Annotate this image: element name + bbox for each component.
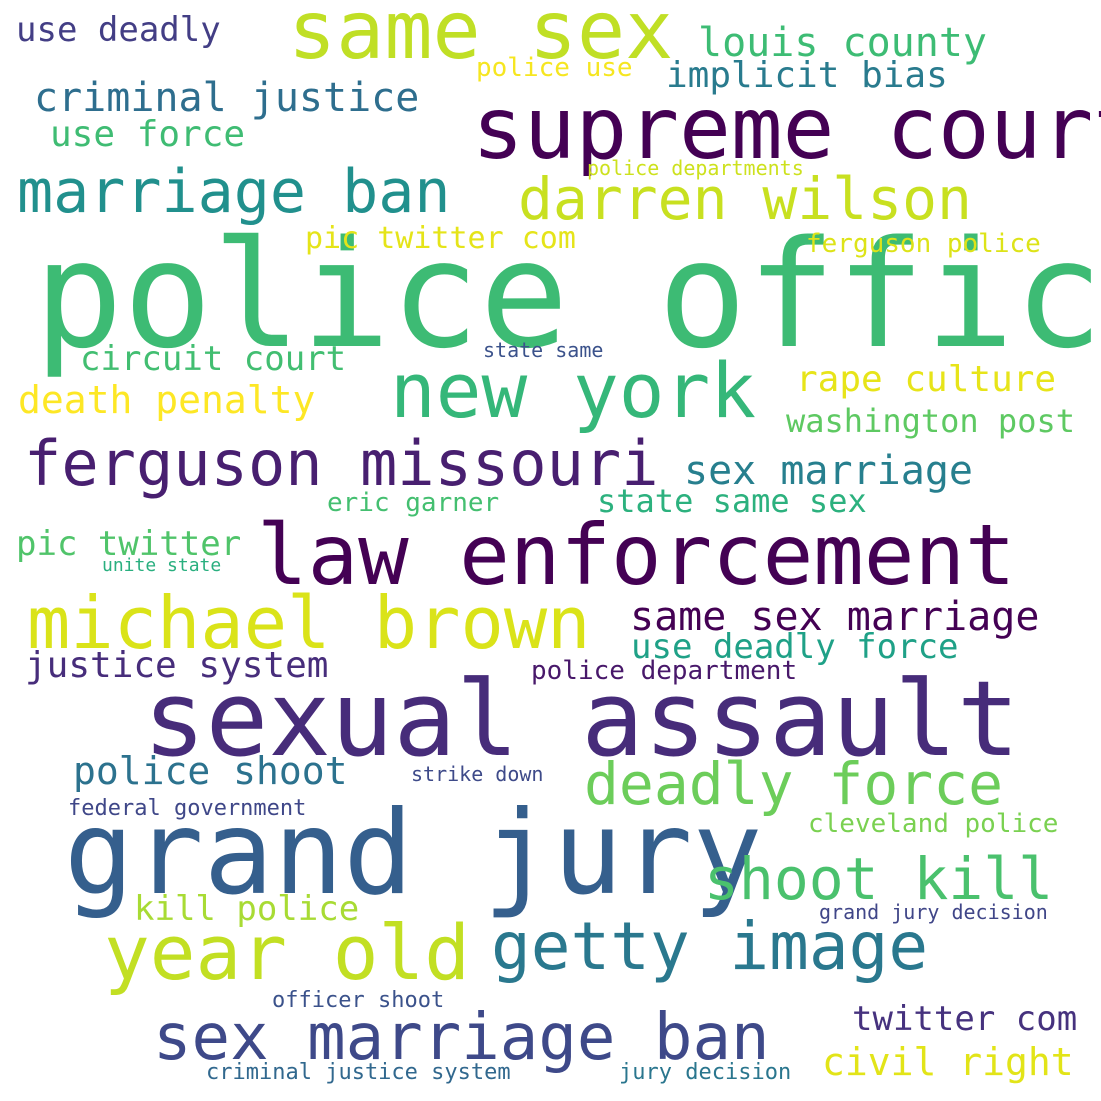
word-death-penalty: death penalty <box>18 378 316 422</box>
word-same-sex: same sex <box>288 0 674 77</box>
word-use-deadly: use deadly <box>16 10 221 50</box>
word-unite-state: unite state <box>102 555 222 576</box>
word-federal-government: federal government <box>68 796 307 821</box>
word-implicit-bias: implicit bias <box>666 55 948 96</box>
word-marriage-ban: marriage ban <box>17 157 451 227</box>
word-supreme-court: supreme court <box>472 79 1101 179</box>
word-law-enforcement: law enforcement <box>257 506 1016 604</box>
word-jury-decision: jury decision <box>619 1060 792 1085</box>
word-criminal-justice-system: criminal justice system <box>206 1060 511 1085</box>
word-criminal-justice: criminal justice <box>34 75 420 121</box>
word-civil-right: civil right <box>822 1040 1074 1084</box>
word-ferguson-missouri: ferguson missouri <box>24 427 659 500</box>
word-pic-twitter-com: pic twitter com <box>305 221 576 256</box>
word-use-deadly-force: use deadly force <box>631 627 959 667</box>
word-state-same: state same <box>483 338 604 362</box>
word-new-york: new york <box>390 346 757 435</box>
word-twitter-com: twitter com <box>852 999 1078 1039</box>
word-use-force: use force <box>50 114 246 155</box>
word-eric-garner: eric garner <box>327 488 500 518</box>
word-cleveland-police: cleveland police <box>808 809 1059 839</box>
word-police-use: police use <box>476 53 633 83</box>
word-police-officer: police officer <box>34 209 1101 381</box>
word-sex-marriage-ban: sex marriage ban <box>153 1001 770 1075</box>
word-sexual-assault: sexual assault <box>143 658 1020 780</box>
word-washington-post: washington post <box>786 402 1075 440</box>
word-ferguson-police: ferguson police <box>806 229 1041 259</box>
word-police-departments: police departments <box>587 156 804 180</box>
word-pic-twitter: pic twitter <box>16 524 242 564</box>
word-same-sex-marriage: same sex marriage <box>630 594 1040 640</box>
word-louis-county: louis county <box>698 20 987 66</box>
word-darren-wilson: darren wilson <box>518 165 972 233</box>
word-officer-shoot: officer shoot <box>272 988 445 1013</box>
word-kill-police: kill police <box>134 889 360 929</box>
word-rape-culture: rape culture <box>796 359 1057 400</box>
word-state-same-sex: state same sex <box>597 482 867 520</box>
word-grand-jury: grand jury <box>64 786 763 921</box>
word-grand-jury-decision: grand jury decision <box>819 900 1048 924</box>
word-circuit-court: circuit court <box>80 339 347 379</box>
word-police-shoot: police shoot <box>73 749 348 793</box>
word-justice-system: justice system <box>25 645 329 686</box>
word-deadly-force: deadly force <box>584 750 1004 818</box>
word-shoot-kill: shoot kill <box>704 845 1054 913</box>
word-strike-down: strike down <box>411 762 544 786</box>
word-year-old: year old <box>104 908 471 997</box>
word-getty-image: getty image <box>491 908 929 985</box>
word-michael-brown: michael brown <box>27 581 591 665</box>
word-police-department: police department <box>531 656 798 686</box>
word-sex-marriage: sex marriage <box>684 448 973 494</box>
